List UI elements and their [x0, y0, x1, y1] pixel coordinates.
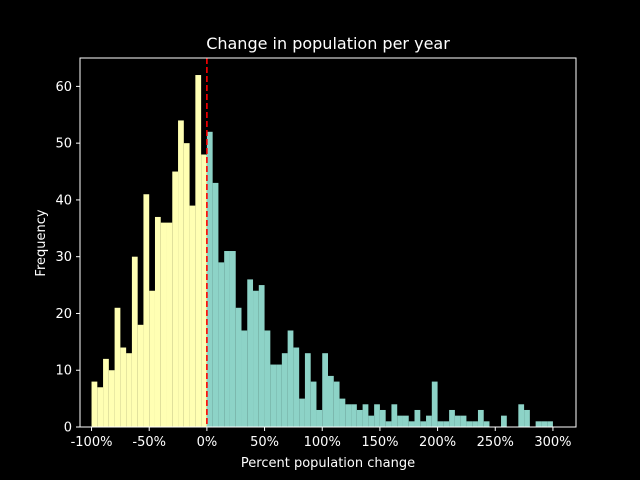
- histogram-bar: [322, 353, 328, 427]
- histogram-bar: [224, 251, 230, 427]
- histogram-bar: [431, 381, 438, 427]
- x-axis-label: Percent population change: [241, 456, 415, 471]
- histogram-bar: [304, 353, 311, 427]
- histogram-bar: [137, 324, 144, 427]
- y-tick-label: 60: [55, 80, 72, 95]
- histogram-bar: [166, 222, 173, 427]
- histogram-bar: [483, 421, 490, 427]
- histogram-bar: [293, 347, 300, 427]
- histogram-bar: [108, 370, 115, 427]
- x-tick-label: -50%: [132, 435, 166, 450]
- x-axis-ticks: -100% -50% 0% 50% 100% 150% 200% 250% 300%: [71, 427, 572, 450]
- histogram-bar: [114, 307, 121, 427]
- histogram-bar: [154, 216, 161, 427]
- histogram-bar: [408, 421, 415, 427]
- histogram-bar: [454, 415, 461, 427]
- histogram-bar: [472, 421, 478, 427]
- histogram-bar: [206, 131, 213, 428]
- x-tick-label: 150%: [361, 435, 398, 450]
- histogram-bar: [374, 404, 380, 427]
- histogram-bar: [276, 364, 282, 427]
- y-tick-label: 10: [55, 364, 72, 379]
- histogram-bar: [385, 421, 392, 427]
- histogram-bar: [201, 154, 207, 427]
- histogram-bar: [299, 398, 305, 427]
- histogram-bar: [460, 415, 467, 427]
- histogram-bar: [437, 421, 444, 427]
- histogram-bar: [420, 421, 427, 427]
- histogram-bar: [351, 404, 357, 427]
- histogram-bar: [189, 205, 196, 427]
- histogram-bar: [328, 375, 334, 427]
- histogram-bar: [264, 330, 271, 427]
- histogram-bar: [160, 222, 167, 427]
- histogram-bar: [253, 290, 259, 427]
- histogram-bar: [391, 404, 398, 427]
- histogram-bars: [91, 75, 553, 428]
- histogram-bar: [143, 194, 150, 427]
- histogram-bar: [235, 307, 242, 427]
- y-axis-label: Frequency: [34, 209, 49, 276]
- histogram-bar: [287, 330, 294, 427]
- histogram-bar: [183, 143, 190, 427]
- histogram-bar: [91, 381, 98, 427]
- histogram-bar: [541, 421, 548, 427]
- histogram-bar: [402, 415, 409, 427]
- histogram-bar: [316, 409, 323, 427]
- histogram-bar: [547, 421, 553, 427]
- histogram-bar: [379, 409, 386, 427]
- y-tick-label: 30: [55, 250, 72, 265]
- histogram-bar: [535, 421, 542, 427]
- x-tick-label: 100%: [304, 435, 341, 450]
- histogram-bar: [397, 415, 403, 427]
- histogram-bar: [131, 256, 138, 427]
- histogram-bar: [120, 347, 127, 427]
- histogram-bar: [443, 421, 450, 427]
- x-tick-label: 200%: [419, 435, 456, 450]
- histogram-bar: [103, 358, 109, 427]
- y-axis-ticks: 0 10 20 30 40 50 60: [55, 80, 80, 436]
- histogram-bar: [97, 387, 104, 427]
- histogram-bar: [477, 409, 484, 427]
- histogram-bar: [362, 404, 369, 427]
- histogram-bar: [368, 415, 375, 427]
- histogram-bar: [178, 120, 184, 427]
- histogram-bar: [270, 364, 277, 427]
- histogram-bar: [524, 409, 530, 427]
- histogram-bar: [339, 398, 346, 427]
- histogram-bar: [310, 381, 317, 427]
- x-tick-label: 300%: [534, 435, 571, 450]
- histogram-bar: [212, 182, 219, 427]
- histogram-bar: [518, 404, 525, 427]
- x-tick-label: 250%: [477, 435, 514, 450]
- x-tick-label: -100%: [71, 435, 113, 450]
- histogram-bar: [356, 409, 363, 427]
- histogram-bar: [426, 415, 432, 427]
- histogram-bar: [241, 330, 248, 427]
- histogram-bar: [229, 251, 236, 427]
- y-tick-label: 20: [55, 307, 72, 322]
- histogram-bar: [281, 353, 288, 427]
- y-tick-label: 0: [64, 421, 72, 436]
- histogram-bar: [172, 171, 179, 427]
- histogram-bar: [501, 415, 507, 427]
- histogram-bar: [345, 404, 352, 427]
- histogram-bar: [218, 262, 225, 427]
- histogram-bar: [414, 409, 421, 427]
- chart-title: Change in population per year: [206, 34, 450, 53]
- x-tick-label: 50%: [250, 435, 279, 450]
- histogram-bar: [333, 381, 340, 427]
- y-tick-label: 50: [55, 137, 72, 152]
- plot-frame: [79, 57, 577, 428]
- histogram-bar: [126, 353, 132, 427]
- histogram-bar: [258, 285, 265, 427]
- x-tick-label: 0%: [197, 435, 218, 450]
- histogram-bar: [247, 279, 254, 427]
- histogram-bar: [449, 409, 455, 427]
- histogram-bar: [195, 75, 202, 428]
- y-tick-label: 40: [55, 193, 72, 208]
- histogram-bar: [466, 421, 473, 427]
- histogram-bar: [149, 290, 155, 427]
